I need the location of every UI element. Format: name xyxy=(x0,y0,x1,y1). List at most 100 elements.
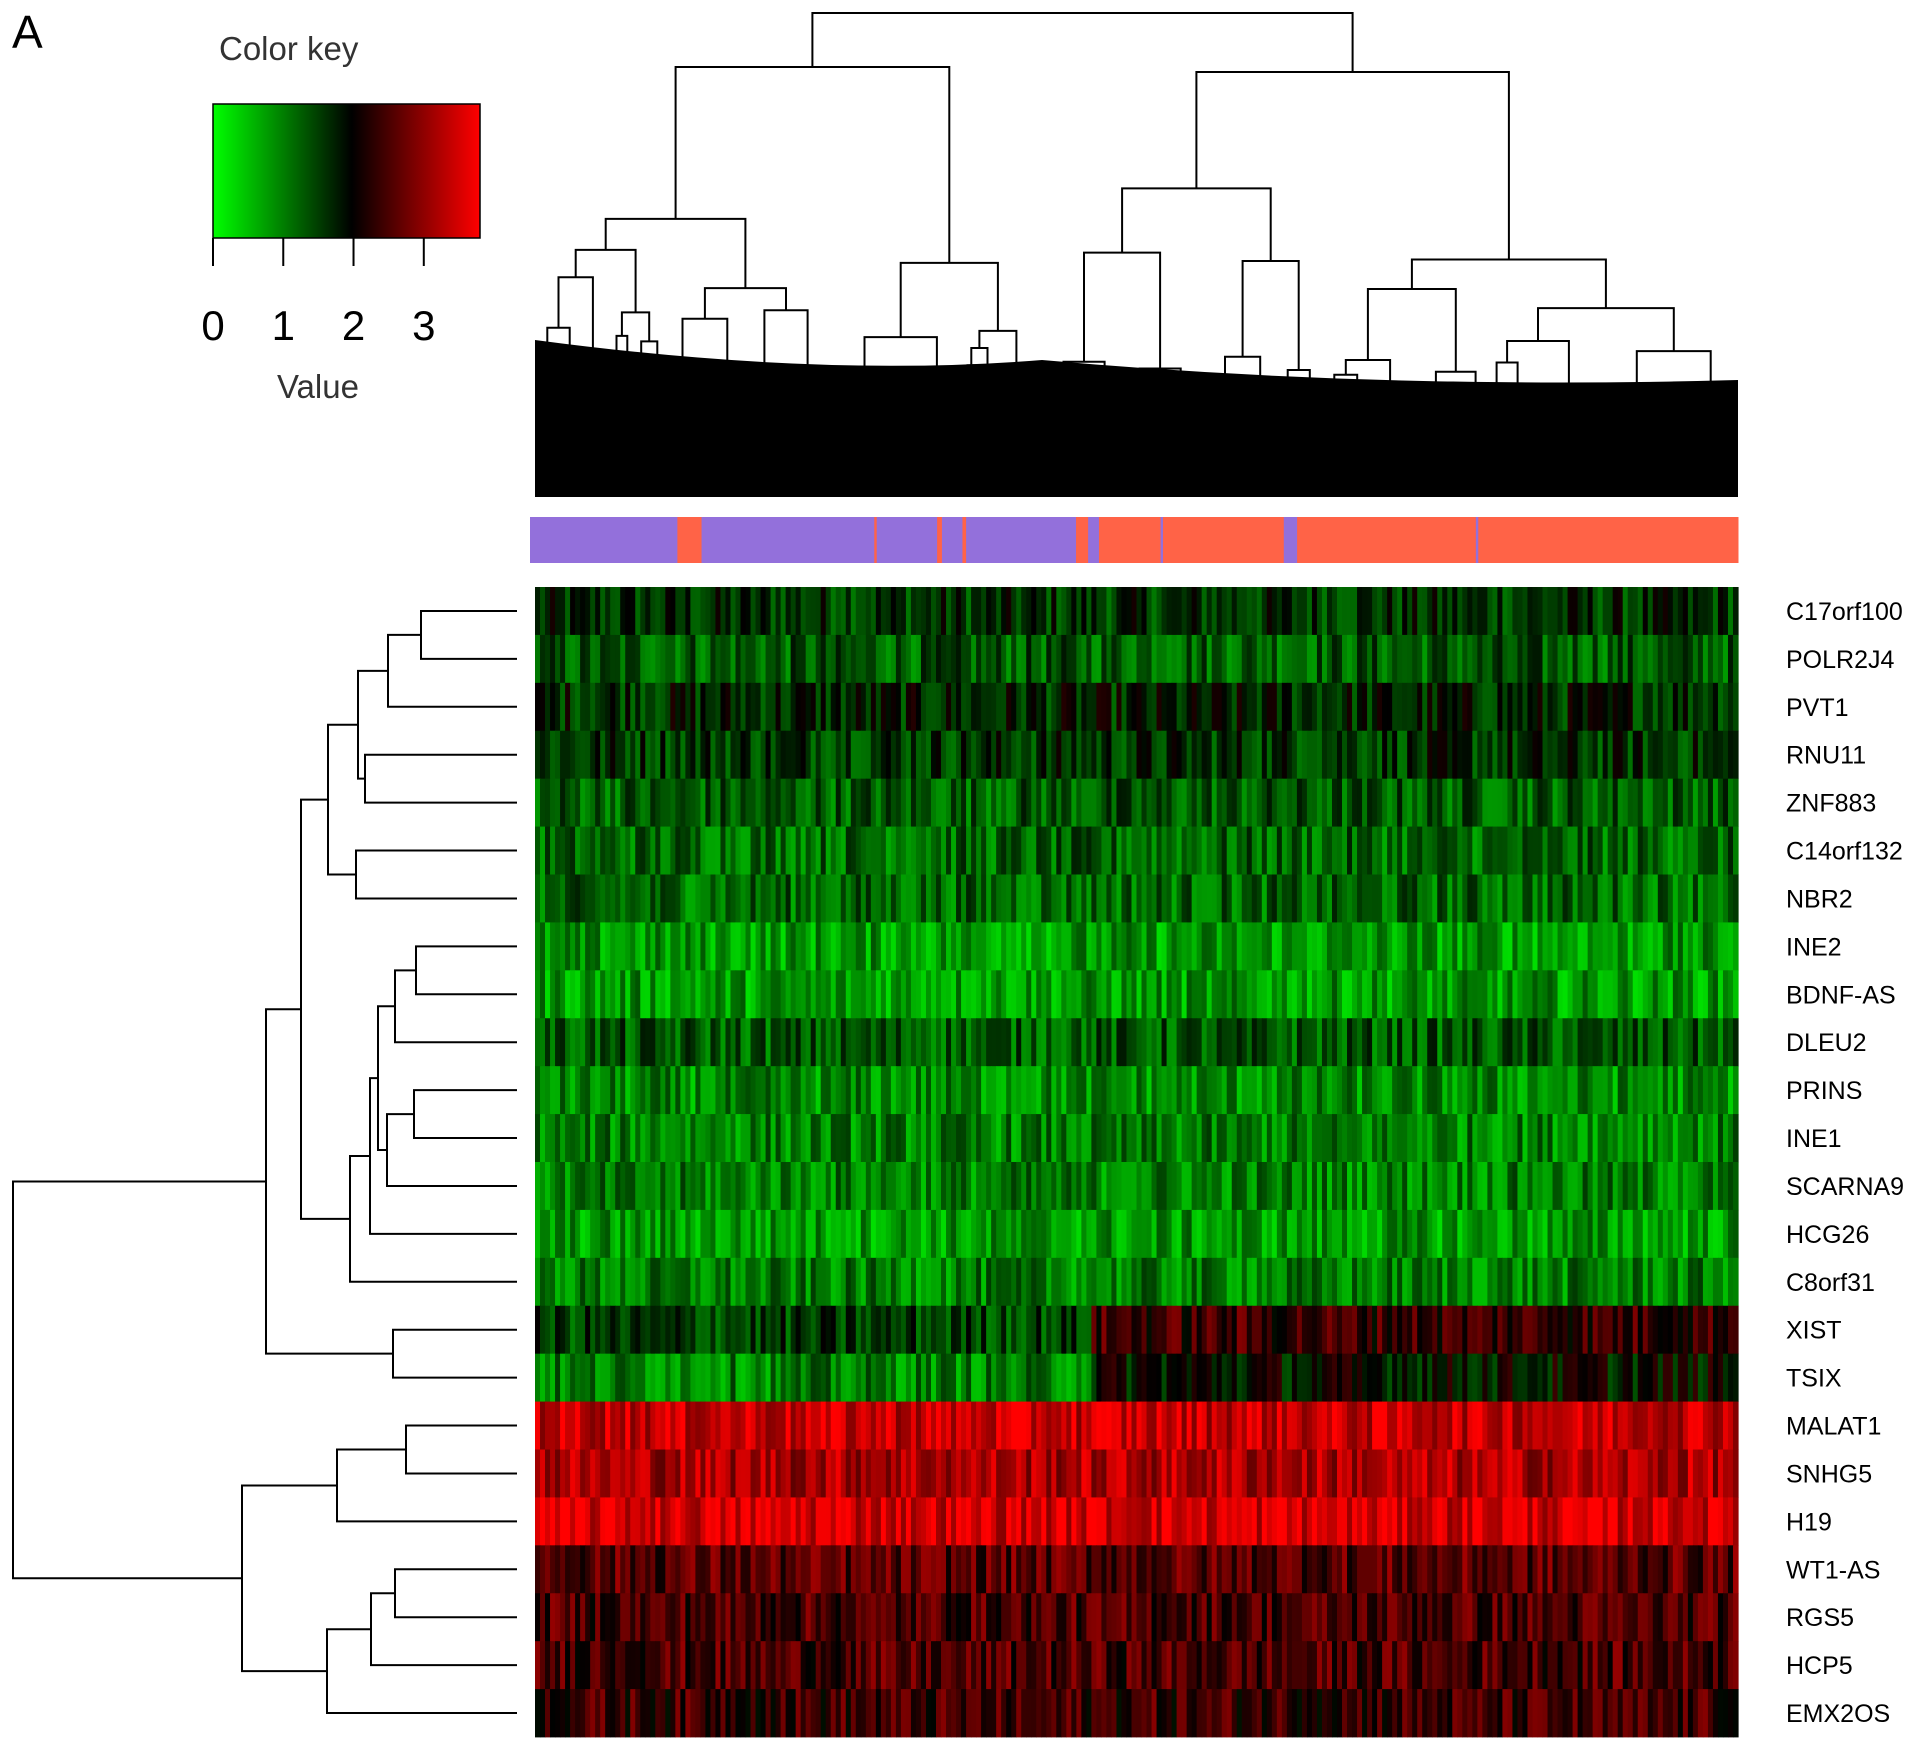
heatmap-cell xyxy=(1281,1449,1288,1498)
heatmap-cell xyxy=(1342,1066,1348,1115)
heatmap-cell xyxy=(1422,970,1428,1019)
heatmap-cell xyxy=(1216,1066,1223,1115)
heatmap-cell xyxy=(920,634,927,684)
heatmap-cell xyxy=(1271,1066,1278,1115)
heatmap-cell xyxy=(1231,1449,1238,1498)
heatmap-cell xyxy=(1587,1449,1594,1498)
heatmap-cell xyxy=(685,1066,691,1115)
heatmap-cell xyxy=(936,1305,942,1355)
heatmap-cell xyxy=(930,1209,937,1259)
heatmap-cell xyxy=(780,1353,787,1402)
heatmap-cell xyxy=(1692,1018,1699,1067)
heatmap-cell xyxy=(840,587,847,636)
heatmap-cell xyxy=(635,682,641,732)
heatmap-cell xyxy=(655,1018,661,1067)
heatmap-cell xyxy=(565,587,571,636)
heatmap-cell xyxy=(1402,730,1408,780)
heatmap-cell xyxy=(1216,1401,1223,1450)
heatmap-cell xyxy=(1352,587,1358,636)
heatmap-cell xyxy=(605,778,611,827)
heatmap-cell xyxy=(825,1066,832,1115)
heatmap-cell xyxy=(1111,682,1118,732)
heatmap-cell xyxy=(1647,730,1654,780)
heatmap-cell xyxy=(815,826,822,875)
heatmap-cell xyxy=(1732,1162,1739,1211)
heatmap-cell xyxy=(1402,1449,1408,1498)
heatmap-cell xyxy=(615,922,621,971)
heatmap-cell xyxy=(1296,1305,1303,1355)
heatmap-cell xyxy=(976,1497,982,1546)
heatmap-cell xyxy=(695,634,702,684)
heatmap-cell xyxy=(1507,826,1514,875)
heatmap-cell xyxy=(971,1257,977,1307)
heatmap-cell xyxy=(1191,1162,1198,1211)
heatmap-cell xyxy=(1352,1353,1358,1402)
heatmap-cell xyxy=(770,922,777,971)
heatmap-cell xyxy=(1627,778,1634,827)
heatmap-cell xyxy=(1617,587,1624,636)
heatmap-cell xyxy=(565,1257,571,1307)
heatmap-cell xyxy=(1056,1305,1062,1355)
heatmap-cell xyxy=(1682,1305,1689,1355)
heatmap-cell xyxy=(675,1353,681,1402)
heatmap-cell xyxy=(610,1497,616,1546)
heatmap-cell xyxy=(1392,1114,1398,1163)
heatmap-cell xyxy=(885,874,892,923)
heatmap-cell xyxy=(570,970,576,1019)
heatmap-cell xyxy=(1487,1066,1493,1115)
heatmap-cell xyxy=(1642,1114,1649,1163)
heatmap-cell xyxy=(1326,1257,1333,1307)
heatmap-cell xyxy=(1417,1257,1423,1307)
heatmap-cell xyxy=(1321,1066,1328,1115)
heatmap-cell xyxy=(870,1162,877,1211)
heatmap-cell xyxy=(1537,1449,1544,1498)
heatmap-cell xyxy=(1066,682,1072,732)
heatmap-cell xyxy=(835,730,842,780)
heatmap-cell xyxy=(1121,1449,1128,1498)
heatmap-cell xyxy=(1236,874,1243,923)
heatmap-cell xyxy=(1587,634,1594,684)
heatmap-cell xyxy=(820,1209,827,1259)
heatmap-cell xyxy=(630,1209,636,1259)
heatmap-cell xyxy=(1672,1066,1679,1115)
heatmap-cell xyxy=(1522,970,1529,1019)
heatmap-cell xyxy=(655,682,661,732)
heatmap-cell xyxy=(1502,826,1509,875)
heatmap-cell xyxy=(730,1401,737,1450)
heatmap-cell xyxy=(910,1305,917,1355)
heatmap-cell xyxy=(1011,682,1017,732)
heatmap-cell xyxy=(875,1162,882,1211)
heatmap-cell xyxy=(1036,1401,1042,1450)
heatmap-cell xyxy=(991,1209,997,1259)
heatmap-cell xyxy=(1377,587,1383,636)
heatmap-cell xyxy=(1517,1162,1524,1211)
heatmap-cell xyxy=(1271,682,1278,732)
heatmap-cell xyxy=(941,1162,947,1211)
heatmap-cell xyxy=(1186,1162,1193,1211)
heatmap-cell xyxy=(1031,1401,1037,1450)
heatmap-cell xyxy=(1532,1401,1539,1450)
heatmap-cell xyxy=(1447,730,1453,780)
heatmap-cell xyxy=(840,1066,847,1115)
heatmap-cell xyxy=(1672,730,1679,780)
heatmap-cell xyxy=(1337,1257,1343,1307)
heatmap-cell xyxy=(1607,1305,1614,1355)
heatmap-cell xyxy=(705,1018,712,1067)
heatmap-cell xyxy=(1166,634,1173,684)
heatmap-cell xyxy=(550,587,556,636)
heatmap-cell xyxy=(1622,1353,1629,1402)
heatmap-cell xyxy=(730,970,737,1019)
heatmap-cell xyxy=(1412,587,1418,636)
heatmap-cell xyxy=(1046,1209,1052,1259)
heatmap-cell xyxy=(560,1257,566,1307)
annotation-segment-group-2 xyxy=(1098,517,1162,563)
heatmap-cell xyxy=(1136,1209,1143,1259)
heatmap-cell xyxy=(1692,874,1699,923)
heatmap-cell xyxy=(695,970,702,1019)
heatmap-cell xyxy=(1056,826,1062,875)
heatmap-cell xyxy=(765,1114,772,1163)
heatmap-cell xyxy=(1306,634,1313,684)
heatmap-cell xyxy=(1497,1018,1504,1067)
heatmap-cell xyxy=(1462,1114,1468,1163)
heatmap-cell xyxy=(1612,1162,1619,1211)
